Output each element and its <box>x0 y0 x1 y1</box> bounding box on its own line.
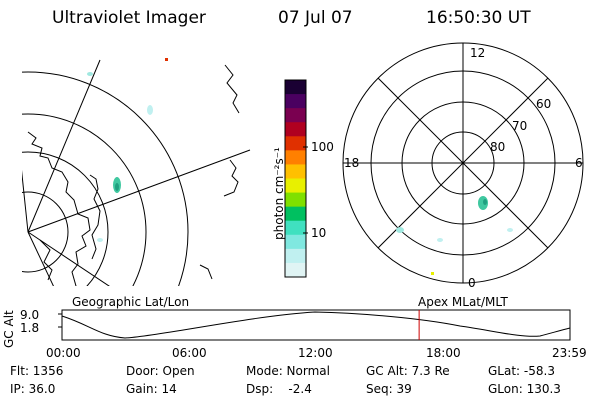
colorbar-band <box>285 262 306 278</box>
mlt-label-6: 6 <box>575 156 583 170</box>
time-label: 16:50:30 UT <box>426 8 531 28</box>
ytick-9: 9.0 <box>20 308 40 322</box>
colorbar-band <box>285 234 306 250</box>
mlt-label-12: 12 <box>470 46 486 60</box>
mlt-label-18: 18 <box>344 156 360 170</box>
colorbar-band <box>285 248 306 264</box>
lat-label-60: 60 <box>536 97 552 111</box>
colorbar-band <box>285 164 306 179</box>
date-label: 07 Jul 07 <box>278 8 353 28</box>
lat-label-70: 70 <box>512 119 528 133</box>
xtick-0600: 06:00 <box>172 346 207 360</box>
colorbar-band <box>285 192 306 208</box>
colorbar-band <box>285 150 306 165</box>
colorbar-band <box>285 80 306 95</box>
colorbar-tick-100: 100 <box>311 140 334 154</box>
status-gain: Gain: 14 <box>126 382 177 396</box>
status-dsp: Dsp: -2.4 <box>246 382 312 396</box>
status-ip: IP: 36.0 <box>10 382 56 396</box>
colorbar-unit-label: photon cm⁻²s⁻¹ <box>272 147 286 240</box>
colorbar-band <box>285 178 306 194</box>
map-emission <box>87 58 168 242</box>
lat-label-80: 80 <box>490 140 506 154</box>
status-glat: GLat: -58.3 <box>488 364 555 378</box>
polar-title: Apex MLat/MLT <box>418 295 508 309</box>
instrument-title: Ultraviolet Imager <box>52 8 206 28</box>
status-mode: Mode: Normal <box>246 364 330 378</box>
map-title: Geographic Lat/Lon <box>72 295 190 309</box>
status-door: Door: Open <box>126 364 195 378</box>
status-gcalt: GC Alt: 7.3 Re <box>366 364 450 378</box>
colorbar-band <box>285 122 306 137</box>
xtick-1200: 12:00 <box>298 346 333 360</box>
xtick-1800: 18:00 <box>426 346 461 360</box>
xtick-2359: 23:59 <box>552 346 587 360</box>
colorbar-band <box>285 206 306 222</box>
status-seq: Seq: 39 <box>366 382 412 396</box>
polar-plot <box>342 42 584 284</box>
polar-emission <box>396 196 513 275</box>
colorbar-band <box>285 94 306 109</box>
ytick-1-8: 1.8 <box>20 321 40 335</box>
xtick-0000: 00:00 <box>46 346 81 360</box>
status-flt: Flt: 1356 <box>10 364 64 378</box>
altitude-timeline <box>58 309 571 341</box>
colorbar-band <box>285 136 306 151</box>
colorbar-band <box>285 108 306 123</box>
geographic-map <box>22 59 251 286</box>
status-glon: GLon: 130.3 <box>488 382 561 396</box>
mlt-label-0: 0 <box>468 276 476 290</box>
colorbar-tick-10: 10 <box>311 226 327 240</box>
colorbar-band <box>285 220 306 236</box>
colorbar <box>285 80 306 278</box>
timeline-ylabel: GC Alt <box>2 310 16 348</box>
